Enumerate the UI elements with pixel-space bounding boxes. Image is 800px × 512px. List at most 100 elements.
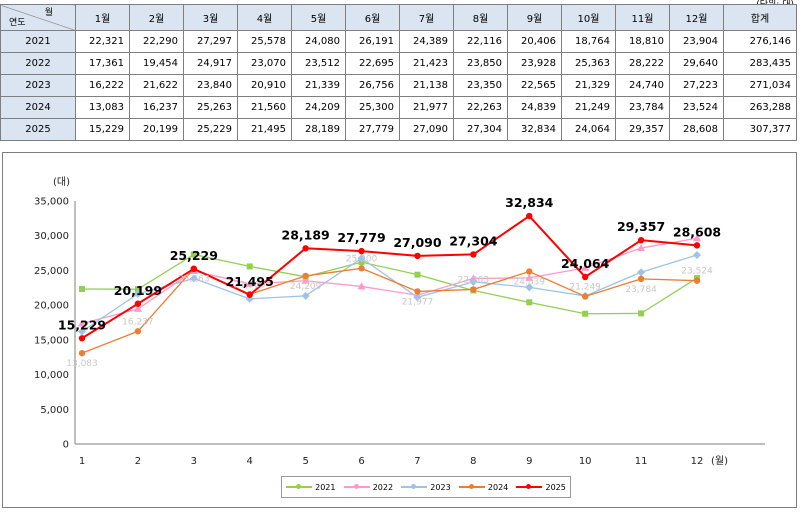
data-point-diamond — [78, 327, 86, 336]
data-point-triangle — [581, 263, 590, 271]
legend-swatch — [516, 483, 543, 491]
data-point-diamond — [637, 268, 646, 277]
data-label-bold: 28,189 — [282, 227, 330, 242]
data-point-triangle — [301, 276, 310, 284]
x-tick-label: 8 — [470, 456, 476, 467]
legend-item-2021: 2021 — [286, 483, 335, 492]
row-total-cell: 276,146 — [723, 30, 797, 53]
y-tick-label: 30,000 — [34, 231, 69, 242]
data-label-bold: 25,229 — [170, 248, 218, 263]
data-label-faint: 13,083 — [66, 359, 98, 369]
table-body: 2021 22,321 22,290 27,297 25,578 24,080 26,191… — [0, 30, 797, 141]
data-point-square — [526, 299, 533, 306]
data-label-bold: 27,779 — [337, 230, 385, 245]
table-cell: 23,928 — [507, 52, 562, 75]
table-cell: 29,357 — [615, 118, 670, 141]
series-2024 — [78, 265, 701, 357]
col-header: 8월 — [453, 4, 508, 31]
table-cell: 23,350 — [453, 74, 508, 97]
data-point-circle — [581, 273, 589, 281]
table-cell: 23,512 — [291, 52, 346, 75]
row-year-label: 2021 — [0, 30, 76, 53]
data-point-circle — [414, 288, 421, 295]
data-point-diamond — [693, 250, 701, 259]
table-cell: 27,297 — [183, 30, 238, 53]
table-cell: 21,977 — [399, 96, 454, 119]
table-cell: 22,321 — [75, 30, 130, 53]
data-point-diamond — [133, 289, 142, 298]
data-label-bold: 20,199 — [114, 283, 162, 298]
data-point-square — [582, 310, 589, 317]
col-header: 5월 — [291, 4, 346, 31]
data-point-diamond — [469, 277, 478, 286]
data-point-circle — [78, 335, 86, 342]
table-cell: 23,070 — [237, 52, 292, 75]
data-label-bold: 27,304 — [449, 233, 498, 248]
table-cell: 26,756 — [345, 74, 400, 97]
table-cell: 23,904 — [669, 30, 724, 53]
data-point-circle — [134, 328, 142, 335]
table-cell: 23,840 — [183, 74, 238, 97]
table-cell: 22,116 — [453, 30, 508, 53]
col-header: 4월 — [237, 4, 292, 31]
row-total-cell: 283,435 — [723, 52, 797, 75]
table-cell: 21,423 — [399, 52, 454, 75]
table-cell: 23,784 — [615, 96, 670, 119]
data-point-circle — [78, 349, 86, 357]
data-label-bold: 28,608 — [673, 224, 721, 239]
table-corner-cell: 월 연도 — [0, 4, 76, 31]
data-point-diamond — [413, 293, 422, 302]
col-header: 3월 — [183, 4, 238, 31]
table-cell: 21,138 — [399, 74, 454, 97]
table-cell: 28,189 — [291, 118, 346, 141]
data-label-faint: 23,784 — [625, 285, 657, 295]
series-line — [81, 254, 698, 332]
table-cell: 22,565 — [507, 74, 562, 97]
legend-item-2022: 2022 — [343, 483, 393, 492]
data-point-square — [190, 251, 197, 258]
x-tick-label: 2 — [135, 456, 141, 467]
table-cell: 26,191 — [345, 30, 400, 53]
col-header: 12월 — [669, 4, 724, 31]
data-point-square — [79, 286, 85, 293]
data-point-diamond — [301, 291, 310, 300]
table-cell: 20,910 — [237, 74, 292, 97]
legend-item-2024: 2024 — [458, 483, 508, 492]
table-cell: 27,090 — [399, 118, 454, 141]
row-year-label: 2023 — [0, 74, 76, 97]
col-header-total: 합계 — [723, 4, 797, 31]
table-row: 2021 22,321 22,290 27,297 25,578 24,080 26,191… — [0, 30, 797, 53]
series-2022 — [78, 234, 701, 327]
x-axis-unit-label: (월) — [711, 455, 728, 467]
series-line — [81, 253, 698, 315]
x-tick-label: 4 — [247, 456, 253, 467]
row-year-label: 2025 — [0, 118, 76, 141]
data-label-faint: 16,237 — [122, 317, 154, 327]
table-cell: 21,622 — [129, 74, 184, 97]
table-cell: 17,361 — [75, 52, 130, 75]
data-point-circle — [246, 291, 253, 298]
col-header: 2월 — [129, 4, 184, 31]
data-label-faint: 21,249 — [569, 282, 601, 292]
table-cell: 13,083 — [75, 96, 130, 119]
line-chart: 0 5,000 10,000 15,000 20,000 25,000 30,000 35,0… — [2, 152, 797, 508]
data-point-square — [638, 310, 645, 317]
table-cell: 24,209 — [291, 96, 346, 119]
series-line — [81, 214, 698, 340]
data-point-circle — [134, 300, 142, 307]
data-point-circle — [637, 275, 645, 283]
data-point-circle — [693, 277, 701, 284]
legend-swatch — [286, 483, 313, 491]
table-cell: 16,237 — [129, 96, 184, 119]
table-cell: 25,578 — [237, 30, 292, 53]
table-cell: 19,454 — [129, 52, 184, 75]
corner-year-label: 연도 — [9, 18, 26, 28]
data-label-bold: 21,495 — [226, 274, 274, 289]
data-point-diamond — [189, 274, 198, 283]
y-axis-unit-label: (대) — [53, 176, 70, 188]
col-header: 7월 — [399, 4, 454, 31]
data-label-bold: 29,357 — [617, 219, 665, 234]
table-cell: 21,495 — [237, 118, 292, 141]
x-tick-label: 3 — [191, 456, 197, 467]
x-tick-label: 5 — [302, 456, 308, 467]
